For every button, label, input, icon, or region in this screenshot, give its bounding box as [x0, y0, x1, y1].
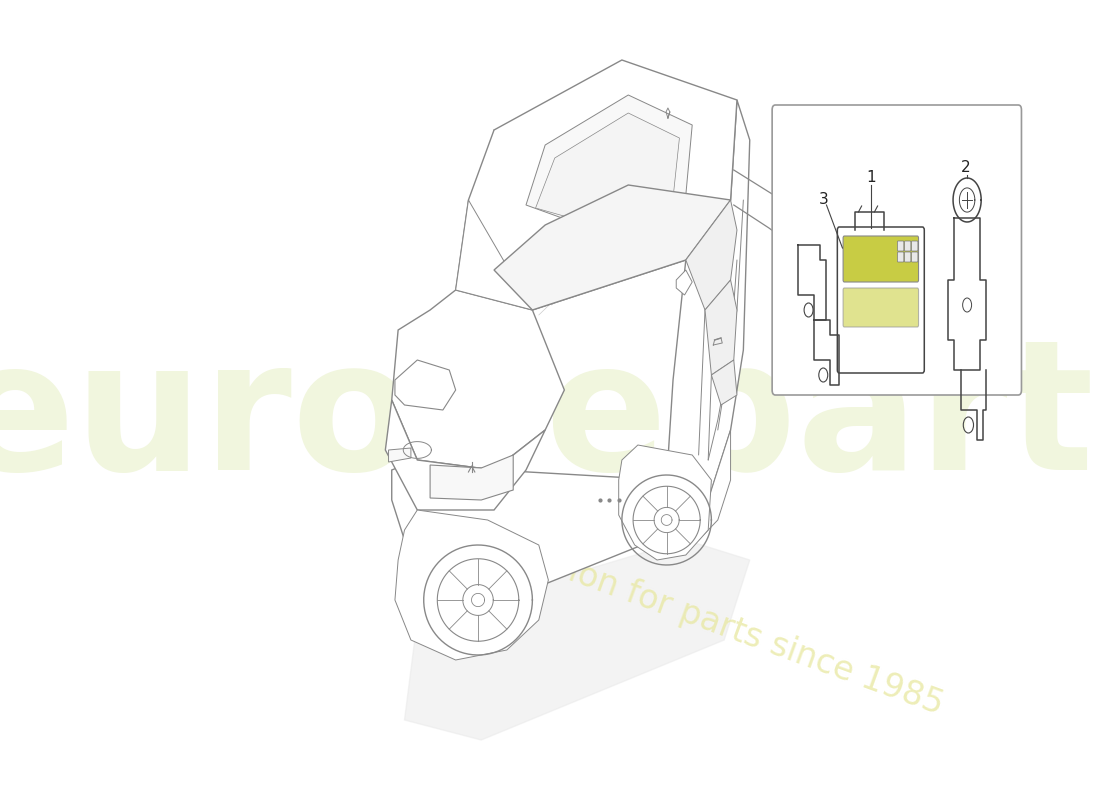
Polygon shape	[618, 445, 712, 560]
Polygon shape	[494, 185, 730, 310]
FancyBboxPatch shape	[898, 252, 904, 262]
Polygon shape	[526, 95, 692, 235]
Polygon shape	[388, 448, 411, 462]
FancyBboxPatch shape	[843, 288, 918, 327]
FancyBboxPatch shape	[904, 252, 911, 262]
Polygon shape	[536, 113, 680, 228]
Polygon shape	[667, 100, 750, 530]
FancyBboxPatch shape	[898, 241, 904, 251]
Polygon shape	[455, 60, 737, 310]
Polygon shape	[705, 280, 737, 375]
Text: a passion for parts since 1985: a passion for parts since 1985	[463, 518, 947, 722]
Polygon shape	[392, 290, 564, 470]
FancyBboxPatch shape	[843, 236, 918, 282]
FancyBboxPatch shape	[904, 241, 911, 251]
FancyBboxPatch shape	[912, 252, 917, 262]
Text: 1: 1	[867, 170, 876, 186]
Polygon shape	[680, 430, 730, 540]
FancyBboxPatch shape	[912, 241, 917, 251]
FancyBboxPatch shape	[772, 105, 1022, 395]
Polygon shape	[712, 360, 737, 405]
Polygon shape	[395, 360, 455, 410]
Polygon shape	[676, 270, 692, 295]
Text: 2: 2	[961, 161, 970, 175]
Polygon shape	[385, 400, 546, 510]
Polygon shape	[405, 540, 750, 740]
Polygon shape	[392, 460, 680, 620]
Polygon shape	[430, 455, 514, 500]
Text: europeparts: europeparts	[0, 332, 1100, 508]
Polygon shape	[455, 200, 532, 310]
Polygon shape	[395, 510, 549, 660]
FancyBboxPatch shape	[837, 227, 924, 373]
Polygon shape	[685, 200, 737, 310]
Text: 3: 3	[818, 193, 828, 207]
